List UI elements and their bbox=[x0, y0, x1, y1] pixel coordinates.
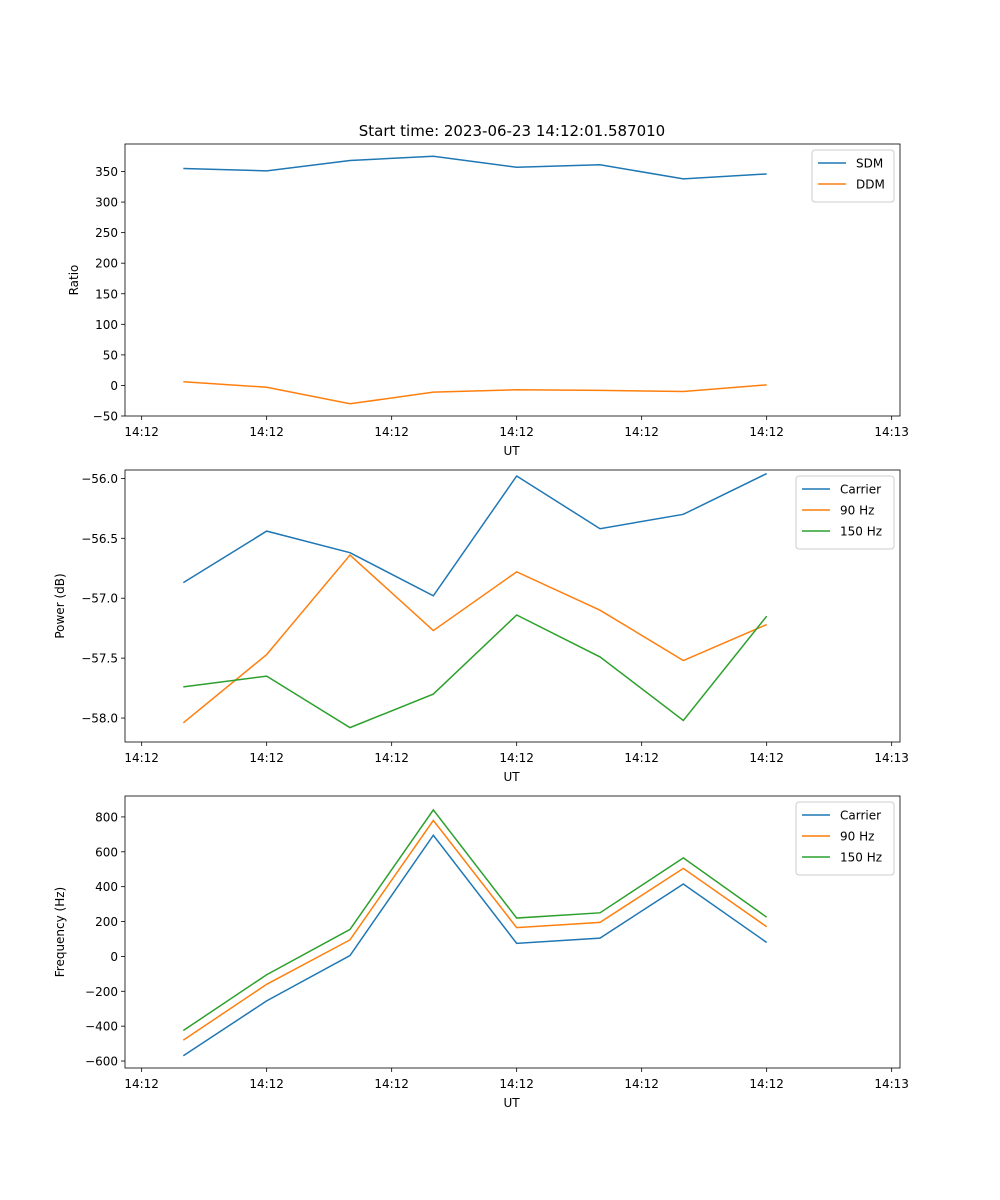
x-tick-label: 14:12 bbox=[749, 425, 784, 439]
x-axis-label: UT bbox=[503, 444, 520, 458]
y-tick-label: −56.5 bbox=[81, 532, 118, 546]
y-tick-label: −50 bbox=[93, 410, 118, 424]
series-line-carrier bbox=[182, 833, 768, 1057]
y-tick-label: 800 bbox=[95, 810, 118, 824]
legend: Carrier 90 Hz 150 Hz bbox=[795, 801, 895, 876]
subplot-ratio: 14:12 14:12 14:12 14:12 14:12 14:12 14:13 −50 0 5… bbox=[67, 143, 909, 458]
series-line-90-hz bbox=[182, 553, 767, 724]
x-axis-label: UT bbox=[503, 1096, 520, 1110]
y-tick-label: 200 bbox=[95, 257, 118, 271]
x-tick-label: 14:12 bbox=[499, 425, 534, 439]
legend-label: DDM bbox=[856, 178, 885, 192]
x-tick-label: 14:12 bbox=[374, 1077, 409, 1091]
x-tick-label: 14:12 bbox=[249, 1077, 284, 1091]
x-tick-label: 14:13 bbox=[874, 425, 909, 439]
figure-title: Start time: 2023-06-23 14:12:01.587010 bbox=[359, 122, 665, 140]
axes-frame bbox=[124, 795, 901, 1069]
y-tick-label: 350 bbox=[95, 165, 118, 179]
x-tick-label: 14:13 bbox=[874, 751, 909, 765]
series-line-sdm bbox=[183, 155, 767, 180]
x-tick-label: 14:12 bbox=[624, 751, 659, 765]
y-tick-label: −200 bbox=[85, 985, 118, 999]
x-tick-label: 14:12 bbox=[749, 1077, 784, 1091]
series-line-90-hz bbox=[182, 819, 768, 1041]
y-tick-label: 250 bbox=[95, 226, 118, 240]
y-tick-label: 50 bbox=[103, 348, 118, 362]
legend-label: 90 Hz bbox=[840, 504, 874, 518]
subplot-frequency: 14:12 14:12 14:12 14:12 14:12 14:12 14:13 −600 −… bbox=[53, 795, 909, 1110]
y-axis-label: Power (dB) bbox=[53, 573, 67, 638]
y-tick-label: −57.5 bbox=[81, 652, 118, 666]
y-tick-label: −400 bbox=[85, 1020, 118, 1034]
x-tick-label: 14:12 bbox=[124, 1077, 159, 1091]
x-tick-label: 14:12 bbox=[499, 751, 534, 765]
y-tick-label: 100 bbox=[95, 318, 118, 332]
y-tick-label: −57.0 bbox=[81, 592, 118, 606]
x-tick-label: 14:12 bbox=[499, 1077, 534, 1091]
legend-label: Carrier bbox=[840, 809, 881, 823]
x-tick-label: 14:13 bbox=[874, 1077, 909, 1091]
x-tick-label: 14:12 bbox=[249, 425, 284, 439]
series-line-ddm bbox=[183, 381, 767, 405]
y-tick-label: 200 bbox=[95, 915, 118, 929]
x-tick-label: 14:12 bbox=[374, 751, 409, 765]
subplot-power: 14:12 14:12 14:12 14:12 14:12 14:12 14:13 −58.0… bbox=[53, 469, 909, 784]
legend-label: 150 Hz bbox=[840, 851, 882, 865]
x-tick-label: 14:12 bbox=[124, 751, 159, 765]
legend: Carrier 90 Hz 150 Hz bbox=[795, 475, 895, 550]
legend: SDM DDM bbox=[811, 149, 895, 203]
legend-label: 150 Hz bbox=[840, 525, 882, 539]
y-axis-label: Ratio bbox=[67, 265, 81, 296]
y-tick-label: 400 bbox=[95, 880, 118, 894]
y-axis-label: Frequency (Hz) bbox=[53, 887, 67, 978]
x-tick-label: 14:12 bbox=[124, 425, 159, 439]
y-tick-label: 150 bbox=[95, 287, 118, 301]
x-tick-label: 14:12 bbox=[749, 751, 784, 765]
y-tick-label: 600 bbox=[95, 845, 118, 859]
y-tick-label: 0 bbox=[110, 950, 118, 964]
y-tick-label: −58.0 bbox=[81, 712, 118, 726]
axes-frame bbox=[124, 469, 901, 743]
x-tick-label: 14:12 bbox=[249, 751, 284, 765]
y-tick-label: 300 bbox=[95, 196, 118, 210]
series-line-150-hz bbox=[182, 808, 768, 1032]
y-tick-label: 0 bbox=[110, 379, 118, 393]
y-tick-label: −600 bbox=[85, 1055, 118, 1069]
axes-frame bbox=[124, 143, 901, 417]
legend-label: 90 Hz bbox=[840, 830, 874, 844]
series-line-carrier bbox=[182, 472, 767, 597]
x-tick-label: 14:12 bbox=[624, 1077, 659, 1091]
legend-label: Carrier bbox=[840, 483, 881, 497]
series-line-150-hz bbox=[183, 614, 768, 729]
y-tick-label: −56.0 bbox=[81, 472, 118, 486]
legend-label: SDM bbox=[856, 157, 883, 171]
x-tick-label: 14:12 bbox=[624, 425, 659, 439]
x-tick-label: 14:12 bbox=[374, 425, 409, 439]
x-axis-label: UT bbox=[503, 770, 520, 784]
